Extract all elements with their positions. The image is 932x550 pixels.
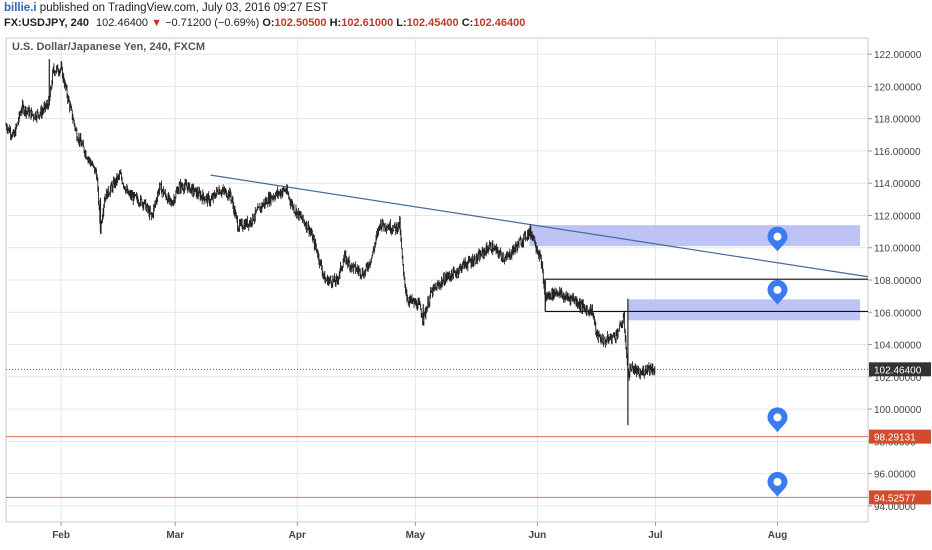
high-value: 102.61000 bbox=[341, 17, 394, 29]
price-change: −0.71200 (−0.69%) bbox=[165, 17, 260, 29]
y-tick-label: 110.00000 bbox=[874, 244, 921, 255]
down-arrow-icon: ▼ bbox=[151, 17, 162, 29]
y-tick-label: 108.00000 bbox=[874, 276, 922, 287]
y-tick-label: 118.00000 bbox=[874, 115, 921, 126]
candles bbox=[5, 59, 656, 426]
x-tick-label: Mar bbox=[166, 530, 184, 541]
y-tick-label: 102.00000 bbox=[874, 373, 922, 384]
last-price-tag: 102.46400 bbox=[874, 365, 922, 376]
map-pin-dot bbox=[773, 232, 782, 241]
high-label: H: bbox=[329, 17, 342, 29]
support-price-tag: 94.52577 bbox=[874, 493, 916, 504]
map-pin-dot bbox=[773, 413, 782, 422]
map-pin-icon bbox=[767, 471, 788, 497]
y-tick-label: 94.00000 bbox=[874, 502, 916, 513]
price-chart[interactable]: 122.00000 120.00000 118.00000 116.00000 114.… bbox=[0, 34, 932, 550]
symbol-label: FX:USDJPY, 240 bbox=[4, 17, 89, 29]
y-tick-label: 100.00000 bbox=[874, 405, 922, 416]
y-tick-label: 106.00000 bbox=[874, 308, 922, 319]
low-value: 102.45400 bbox=[406, 17, 459, 29]
map-pin-icon bbox=[767, 279, 788, 305]
y-tick-label: 104.00000 bbox=[874, 341, 922, 352]
chart-title: U.S. Dollar/Japanese Yen, 240, FXCM bbox=[12, 41, 205, 53]
x-tick-label: Jul bbox=[648, 530, 663, 541]
open-value: 102.50500 bbox=[274, 17, 327, 29]
x-tick-label: May bbox=[406, 530, 426, 541]
y-tick-label: 112.00000 bbox=[874, 211, 921, 222]
map-pin-icon bbox=[767, 226, 788, 252]
y-tick-label: 122.00000 bbox=[874, 50, 922, 61]
last-price: 102.46400 bbox=[96, 17, 149, 29]
last-price-tag-bg bbox=[869, 362, 931, 377]
supply-zone bbox=[529, 225, 861, 247]
close-label: C: bbox=[461, 17, 474, 29]
y-tick-label: 96.00000 bbox=[874, 470, 916, 481]
support-price-tag: 98.29131 bbox=[874, 433, 916, 444]
author-link[interactable]: billie.i bbox=[4, 2, 37, 14]
support-price-tag-bg bbox=[869, 429, 931, 444]
x-tick-label: Jun bbox=[528, 530, 546, 541]
close-value: 102.46400 bbox=[473, 17, 526, 29]
published-text: published on TradingView.com, July 03, 2… bbox=[39, 2, 328, 14]
map-pin-icon bbox=[767, 407, 788, 433]
map-pin-dot bbox=[773, 477, 782, 486]
map-pin-dot bbox=[773, 285, 782, 294]
y-tick-label: 114.00000 bbox=[874, 179, 921, 190]
y-tick-label: 116.00000 bbox=[874, 147, 921, 158]
low-label: L: bbox=[396, 17, 407, 29]
supply-zone bbox=[627, 299, 861, 321]
chart-header: billie.i published on TradingView.com, J… bbox=[0, 0, 932, 34]
trendline bbox=[210, 174, 869, 278]
ohlc-bar: FX:USDJPY, 240 102.46400 ▼ −0.71200 (−0.… bbox=[4, 17, 525, 29]
support-price-tag-bg bbox=[869, 490, 931, 505]
y-tick-label: 120.00000 bbox=[874, 82, 922, 93]
publish-info: billie.i published on TradingView.com, J… bbox=[4, 2, 328, 14]
x-tick-label: Apr bbox=[289, 530, 306, 541]
x-tick-label: Aug bbox=[768, 530, 787, 541]
open-label: O: bbox=[262, 17, 275, 29]
x-tick-label: Feb bbox=[52, 530, 70, 541]
